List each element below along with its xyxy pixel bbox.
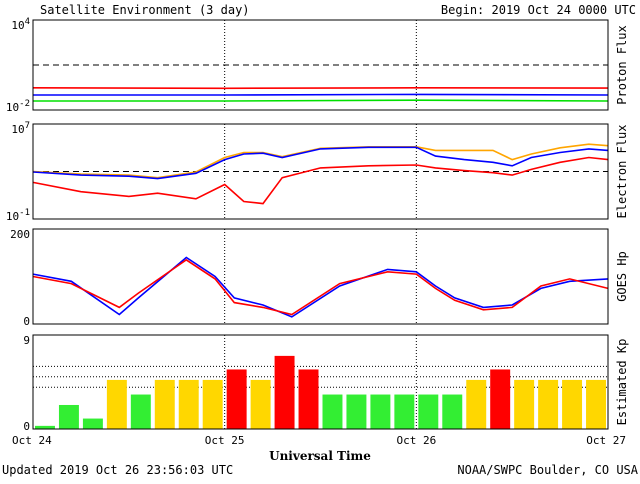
kp-bar-17 <box>418 394 439 429</box>
panel-1: 104 10-2 Proton Flux <box>6 17 629 114</box>
kp-bar-5 <box>130 394 151 429</box>
credit-text: NOAA/SWPC Boulder, CO USA <box>457 463 638 477</box>
panel-4: 9 0 Estimated Kp <box>23 334 629 433</box>
y-tick-top: 107 <box>11 121 30 136</box>
series-line-2 <box>32 258 609 316</box>
kp-bar-20 <box>490 369 511 429</box>
updated-timestamp: Updated 2019 Oct 26 23:56:03 UTC <box>2 463 233 477</box>
panel-frame <box>32 228 609 325</box>
kp-bar-11 <box>274 355 295 429</box>
kp-bar-7 <box>178 379 199 429</box>
series-line-2 <box>32 146 609 180</box>
series-line-1 <box>32 256 609 318</box>
series-line-1 <box>32 87 609 90</box>
panel-2: 107 10-1 Electron Flux <box>6 121 629 223</box>
series-line-2 <box>33 93 609 96</box>
y-axis-label: Proton Flux <box>615 25 629 104</box>
kp-bar-10 <box>250 379 271 429</box>
x-tick-label: Oct 25 <box>205 434 245 447</box>
kp-bar-2 <box>58 404 79 429</box>
panel-frame <box>32 334 609 430</box>
x-tick-label: Oct 24 <box>12 434 52 447</box>
series-line-3 <box>32 156 609 205</box>
kp-bar-8 <box>202 379 223 429</box>
y-tick-top: 104 <box>11 17 30 32</box>
kp-bar-22 <box>538 379 559 429</box>
y-axis-label: GOES Hp <box>615 251 629 302</box>
panel-frame <box>32 123 609 220</box>
kp-bar-13 <box>322 394 343 429</box>
y-tick-top: 200 <box>10 228 30 241</box>
kp-bar-12 <box>298 369 319 429</box>
kp-bar-9 <box>226 369 247 429</box>
kp-bar-16 <box>394 394 415 429</box>
kp-bar-23 <box>562 379 583 429</box>
chart-title: Satellite Environment (3 day) <box>40 3 250 17</box>
kp-bar-15 <box>370 394 391 429</box>
kp-bar-3 <box>82 418 103 429</box>
y-tick-bottom: 10-1 <box>6 208 30 223</box>
kp-bar-14 <box>346 394 367 429</box>
panel-3: 200 0 GOES Hp <box>10 228 629 328</box>
y-tick-bottom: 0 <box>23 420 30 433</box>
series-line-3 <box>33 99 609 102</box>
y-axis-label: Electron Flux <box>615 125 629 219</box>
kp-bar-18 <box>442 394 463 429</box>
y-tick-bottom: 0 <box>23 315 30 328</box>
kp-bar-24 <box>586 379 606 429</box>
x-axis-title: Universal Time <box>269 449 371 463</box>
begin-time: Begin: 2019 Oct 24 0000 UTC <box>441 3 636 17</box>
y-tick-top: 9 <box>23 334 30 347</box>
x-tick-label: Oct 26 <box>396 434 436 447</box>
kp-bar-19 <box>466 379 487 429</box>
kp-bar-6 <box>154 379 175 429</box>
y-axis-label: Estimated Kp <box>615 339 629 426</box>
panel-frame <box>32 19 609 111</box>
x-tick-label: Oct 27 <box>586 434 626 447</box>
kp-bar-4 <box>106 379 127 429</box>
kp-bar-1 <box>35 425 55 429</box>
kp-bar-21 <box>514 379 535 429</box>
y-tick-bottom: 10-2 <box>6 99 30 114</box>
